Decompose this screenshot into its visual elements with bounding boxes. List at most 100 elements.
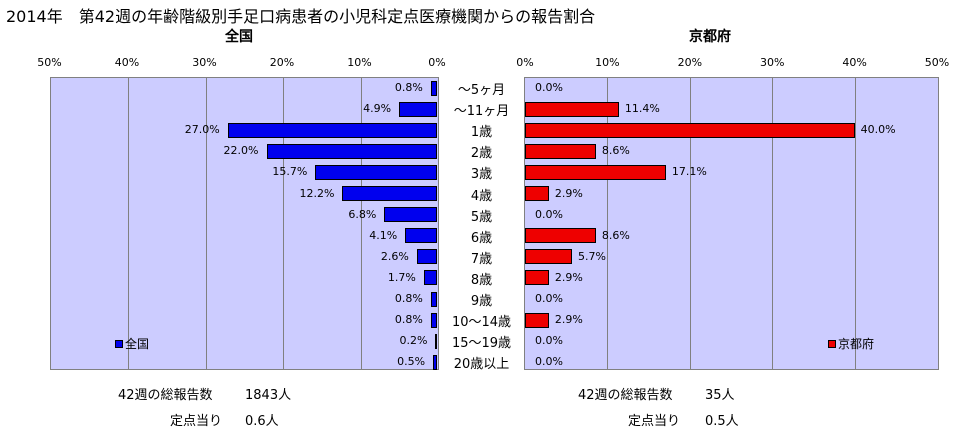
left-per-label: 定点当り [170, 414, 223, 429]
right-gridline [689, 78, 691, 369]
left-x-tick: 0% [428, 56, 446, 69]
left-x-tick: 30% [192, 56, 217, 69]
left-gridline [360, 78, 362, 369]
right-value-label: 2.9% [554, 186, 583, 200]
right-per-label: 定点当り [628, 414, 681, 429]
category-label: 20歳以上 [453, 357, 510, 373]
right-bar [525, 143, 596, 159]
left-bar [405, 228, 437, 244]
right-legend-label: 京都府 [838, 337, 875, 351]
right-value-label: 0.0% [535, 334, 563, 348]
right-value-label: 0.0% [535, 292, 563, 305]
category-label: 2歳 [470, 146, 493, 162]
right-bar [525, 270, 549, 286]
category-label: 7歳 [470, 251, 493, 267]
right-bar [525, 249, 572, 265]
right-plot-area [524, 77, 939, 370]
left-value-label: 6.8% [348, 207, 377, 221]
category-label: 8歳 [470, 272, 493, 288]
right-legend-swatch [828, 339, 836, 348]
left-gridline [205, 78, 207, 369]
right-value-label: 40.0% [860, 123, 896, 137]
right-legend: 京都府 [828, 335, 874, 352]
left-bar [399, 101, 437, 117]
right-gridline [772, 78, 774, 369]
left-bar [430, 80, 437, 96]
left-x-tick: 40% [114, 56, 140, 69]
category-label: 4歳 [470, 188, 493, 204]
left-value-label: 0.8% [394, 292, 423, 305]
right-value-label: 8.6% [601, 228, 630, 242]
right-panel-title: 京都府 [689, 29, 731, 45]
right-x-tick: 50% [924, 56, 950, 69]
left-panel-title: 全国 [225, 29, 253, 45]
left-bar [416, 249, 437, 265]
left-bar [342, 186, 437, 201]
left-bar [433, 354, 437, 370]
left-bar [315, 164, 437, 180]
category-label: 9歳 [470, 294, 493, 309]
left-x-tick: 20% [269, 56, 295, 69]
category-label: ～11ヶ月 [453, 104, 510, 120]
left-bar [423, 270, 437, 286]
left-value-label: 4.1% [369, 228, 398, 242]
left-bar [430, 312, 437, 328]
left-bar [227, 122, 437, 138]
left-value-label: 2.6% [380, 249, 409, 263]
left-x-tick: 10% [347, 56, 372, 69]
left-total-label: 42週の総報告数 [118, 388, 213, 403]
right-bar [525, 228, 596, 244]
right-gridline [607, 78, 609, 369]
left-legend: 全国 [115, 335, 149, 352]
right-value-label: 0.0% [535, 81, 563, 94]
category-label: 3歳 [470, 167, 493, 183]
right-total-value: 35人 [705, 388, 735, 403]
left-value-label: 12.2% [299, 186, 335, 200]
left-value-label: 15.7% [272, 165, 308, 179]
right-x-tick: 0% [516, 56, 534, 69]
right-value-label: 17.1% [671, 165, 707, 179]
category-label: 10～14歳 [451, 315, 512, 331]
right-x-tick: 20% [677, 56, 703, 69]
right-value-label: 8.6% [601, 144, 630, 158]
left-value-label: 0.8% [394, 81, 423, 94]
category-label: 15～19歳 [451, 336, 512, 352]
left-total-value: 1843人 [245, 388, 292, 403]
right-per-value: 0.5人 [705, 414, 739, 429]
right-bar [525, 122, 855, 138]
left-value-label: 22.0% [223, 144, 259, 158]
right-x-tick: 40% [842, 56, 867, 69]
right-x-tick: 30% [759, 56, 785, 69]
left-gridline [128, 78, 129, 369]
left-bar [384, 207, 437, 223]
right-value-label: 0.0% [535, 355, 563, 369]
right-value-label: 5.7% [577, 249, 606, 263]
right-bar [525, 186, 549, 201]
left-value-label: 1.7% [387, 270, 416, 284]
left-value-label: 0.2% [399, 334, 428, 348]
right-value-label: 2.9% [554, 270, 583, 284]
left-per-value: 0.6人 [245, 414, 279, 429]
category-label: 6歳 [470, 230, 493, 246]
left-value-label: 4.9% [363, 102, 392, 116]
left-value-label: 0.8% [394, 313, 423, 327]
left-legend-swatch [115, 339, 123, 348]
right-bar [525, 101, 619, 117]
category-label: ～5ヶ月 [457, 83, 506, 98]
left-bar [435, 333, 438, 349]
left-value-label: 0.5% [397, 355, 426, 369]
right-value-label: 2.9% [554, 313, 583, 327]
right-gridline [854, 78, 856, 369]
category-label: 5歳 [470, 209, 493, 225]
right-bar [525, 164, 666, 180]
left-bar [430, 291, 437, 307]
right-total-label: 42週の総報告数 [578, 388, 673, 403]
right-bar [525, 312, 549, 328]
left-value-label: 27.0% [184, 123, 220, 137]
left-x-tick: 50% [37, 56, 62, 69]
right-value-label: 0.0% [535, 207, 563, 221]
left-legend-label: 全国 [125, 337, 150, 351]
category-label: 1歳 [470, 125, 493, 141]
left-bar [266, 143, 437, 159]
right-value-label: 11.4% [624, 102, 660, 116]
